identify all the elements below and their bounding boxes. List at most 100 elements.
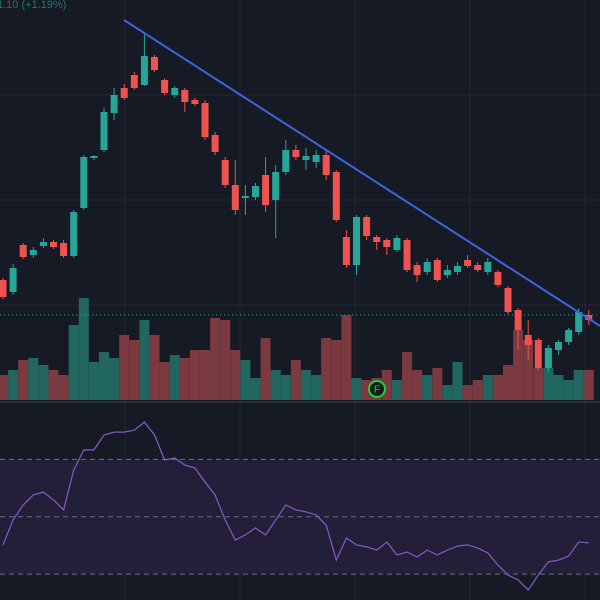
candle-body xyxy=(252,186,259,197)
rsi-layer xyxy=(2,421,589,591)
candle-body xyxy=(534,340,542,368)
volume-bar xyxy=(503,365,513,400)
volume-bar xyxy=(189,350,200,400)
candle-body xyxy=(0,280,7,297)
candle-body xyxy=(50,242,57,247)
volume-bar xyxy=(402,352,412,400)
candle-body xyxy=(100,112,108,150)
volume-bar xyxy=(88,362,99,400)
volume-bar xyxy=(270,370,281,400)
volume-bar xyxy=(0,375,8,400)
candle-body xyxy=(211,135,219,152)
volume-bar xyxy=(391,380,402,400)
volume-bar xyxy=(513,330,524,400)
volume-bar xyxy=(523,340,534,400)
volume-bar xyxy=(230,350,241,400)
volume-bar xyxy=(462,385,473,400)
candle-body xyxy=(312,155,320,162)
volume-bar xyxy=(492,375,503,400)
volume-bar xyxy=(99,352,109,400)
candle-body xyxy=(433,260,441,280)
rsi-line xyxy=(2,421,589,591)
candle-body xyxy=(90,156,98,158)
volume-bar xyxy=(280,375,291,400)
candle-body xyxy=(19,245,27,257)
trend-line[interactable] xyxy=(123,19,600,327)
candle-body xyxy=(514,310,522,330)
candle-body xyxy=(393,238,401,250)
candle-body xyxy=(292,150,300,157)
volume-bar xyxy=(482,375,493,400)
candle-body xyxy=(524,335,532,345)
candle-body xyxy=(322,155,330,175)
volume-bar xyxy=(553,375,564,400)
candle-body xyxy=(383,240,391,247)
volume-bar xyxy=(210,318,221,400)
candle-body xyxy=(494,272,502,285)
volume-bar xyxy=(290,360,301,400)
candle-layer xyxy=(0,33,593,372)
candle-body xyxy=(373,237,381,242)
volume-bar xyxy=(452,362,463,400)
volume-bar xyxy=(169,355,180,400)
volume-bar xyxy=(260,338,271,400)
volume-bar xyxy=(149,335,160,400)
volume-bar xyxy=(240,360,251,400)
event-marker[interactable] xyxy=(368,380,386,398)
volume-bar xyxy=(563,380,574,400)
candle-body xyxy=(151,57,158,70)
candle-body xyxy=(130,75,138,88)
volume-bar xyxy=(220,320,231,400)
volume-bar xyxy=(139,320,150,400)
candle-body xyxy=(221,160,229,185)
volume-bar xyxy=(179,358,190,400)
candle-body xyxy=(282,150,290,172)
candle-body xyxy=(413,265,421,275)
candle-body xyxy=(332,172,340,220)
candle-body xyxy=(9,268,17,292)
volume-bar xyxy=(28,358,39,400)
candle-body xyxy=(262,175,270,205)
volume-bar xyxy=(472,380,483,400)
volume-bar xyxy=(301,370,311,400)
candle-body xyxy=(342,237,350,265)
volume-bar xyxy=(432,368,443,400)
volume-bar xyxy=(341,315,352,400)
candle-body xyxy=(484,262,492,272)
volume-bar xyxy=(321,338,332,400)
candle-body xyxy=(60,243,68,256)
candle-body xyxy=(555,342,562,350)
volume-bar xyxy=(200,350,210,400)
candle-body xyxy=(140,56,148,85)
candle-body xyxy=(353,217,360,265)
candle-body xyxy=(544,348,552,368)
candle-body xyxy=(585,315,593,320)
candle-body xyxy=(474,265,482,270)
candle-body xyxy=(241,196,249,198)
rsi-band-layer xyxy=(0,458,600,575)
volume-bar xyxy=(109,358,120,400)
candle-body xyxy=(504,288,512,312)
volume-bar xyxy=(381,370,392,400)
volume-bar xyxy=(18,360,29,400)
candle-body xyxy=(464,260,472,266)
volume-bar xyxy=(78,298,89,400)
volume-bar xyxy=(442,385,453,400)
candle-body xyxy=(29,250,37,255)
candle-body xyxy=(454,266,461,272)
volume-bar xyxy=(250,378,261,400)
volume-bar xyxy=(331,340,342,400)
candle-body xyxy=(171,88,179,95)
candle-body xyxy=(181,90,189,102)
candle-body xyxy=(302,156,310,160)
volume-bar xyxy=(361,380,372,400)
candle-body xyxy=(272,172,280,200)
volume-bar xyxy=(573,370,584,400)
volume-bar xyxy=(533,368,544,400)
volume-bar xyxy=(583,370,594,400)
candle-body xyxy=(70,212,78,256)
candle-body xyxy=(443,270,451,275)
candle-body xyxy=(120,88,128,98)
